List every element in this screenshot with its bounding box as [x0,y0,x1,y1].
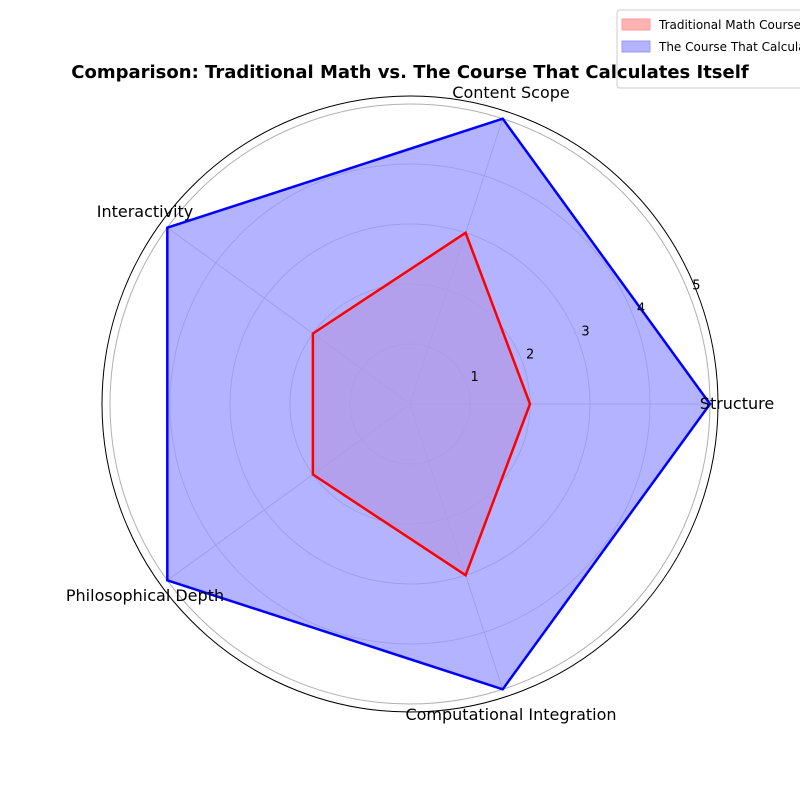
category-label-1: Content Scope [452,83,569,102]
labels-layer: Structure Content Scope Interactivity Philo… [66,83,774,724]
radial-tick-label-1: 1 [471,370,479,385]
legend-box [616,9,800,89]
legend-label-1: The Course That Calculates Itself [658,40,800,54]
radial-tick-label-5: 5 [692,278,700,293]
series-line-1 [166,117,712,691]
category-label-2: Interactivity [97,202,194,221]
radial-tick-label-2: 2 [526,347,534,362]
series-layer [166,117,712,691]
series-line-0 [311,230,532,578]
category-label-3: Philosophical Depth [66,586,224,605]
legend-swatch-1 [621,40,651,53]
radial-tick-label-4: 4 [637,301,645,316]
chart-title: Comparison: Traditional Math vs. The Cou… [71,62,749,83]
radial-tick-label-3: 3 [581,324,589,339]
polar-frame [101,95,719,713]
legend-swatch-0 [621,18,651,31]
category-label-0: Structure [700,394,774,413]
legend-label-0: Traditional Math Course [658,18,800,32]
category-label-4: Computational Integration [405,705,616,724]
legend: Traditional Math Course The Course That C… [616,9,800,89]
series-area-1 [167,118,711,690]
